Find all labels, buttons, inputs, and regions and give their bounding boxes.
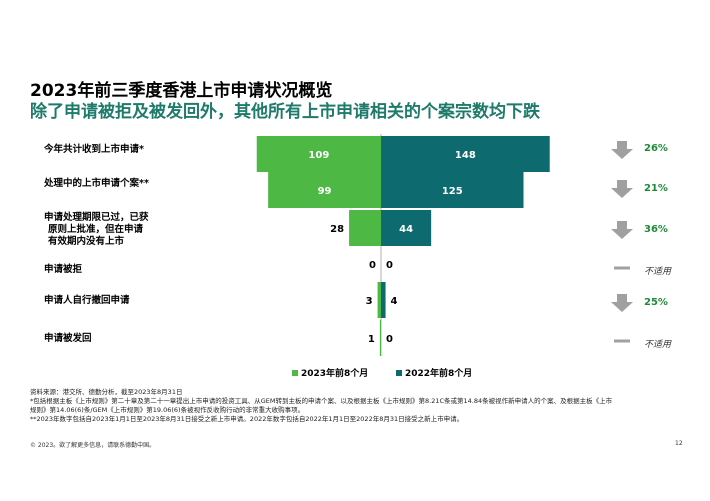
- value-label-2023-processing: 99: [318, 186, 332, 197]
- legend-label-2022: 2022年前8个月: [405, 369, 473, 379]
- category-label-lapsed-line1: 申请处理期限已过，已获: [44, 212, 149, 223]
- down-arrow-icon: [611, 294, 633, 312]
- change-value-received: 26%: [644, 143, 668, 154]
- category-label-lapsed-line3: 有效期内没有上市: [48, 236, 125, 247]
- category-label-lapsed-line2: 原则上批准，但在申请: [48, 224, 144, 235]
- down-arrow-icon: [611, 221, 633, 239]
- value-label-2022-rejected: 0: [386, 260, 393, 271]
- bar-2023-returned: [379, 320, 381, 356]
- bar-2022-received: [381, 136, 550, 172]
- category-label-rejected: 申请被拒: [44, 264, 83, 275]
- footnote-2: **2023年数字包括自2023年1月1日至2023年8月31日接受之新上市申请…: [30, 415, 464, 423]
- bar-2023-received: [256, 136, 381, 172]
- bar-2023-lapsed: [349, 210, 381, 246]
- legend-item-2022: 2022年前8个月: [396, 366, 472, 379]
- value-label-2022-returned: 0: [386, 334, 393, 345]
- category-label-received: 今年共计收到上市申请*: [44, 144, 144, 155]
- value-label-2022-processing: 125: [442, 186, 463, 197]
- value-label-2023-withdrawn: 3: [366, 296, 373, 307]
- legend-item-2023: 2023年前8个月: [292, 366, 368, 379]
- copyright: © 2023。欲了解更多信息，请联系德勤中国。: [30, 442, 156, 449]
- page-title: 2023年前三季度香港上市申请状况概览: [30, 81, 333, 101]
- page-number: 12: [675, 440, 683, 447]
- legend-swatch-2023: [292, 369, 298, 376]
- category-label-withdrawn: 申请人自行撤回申请: [44, 295, 130, 306]
- bar-2023-processing: [268, 172, 381, 208]
- value-label-2023-rejected: 0: [369, 260, 376, 271]
- bar-2023-withdrawn: [377, 282, 381, 318]
- value-label-2023-lapsed: 28: [330, 224, 344, 235]
- down-arrow-icon: [611, 141, 633, 159]
- legend-swatch-2022: [396, 369, 402, 376]
- value-label-2023-returned: 1: [368, 334, 375, 345]
- change-value-returned: 不适用: [644, 340, 672, 350]
- change-value-lapsed: 36%: [644, 224, 668, 235]
- footnote-1a: *包括根据主板《上市规则》第二十章及第二十一章提出上市申请的投资工具、从GEM转…: [30, 397, 613, 405]
- dash-icon: [614, 339, 630, 343]
- footnote-source: 资料来源：港交所、德勤分析，截至2023年8月31日: [30, 388, 183, 396]
- change-value-processing: 21%: [644, 183, 668, 194]
- dash-icon: [614, 266, 630, 270]
- value-label-2022-received: 148: [455, 150, 476, 161]
- bar-2022-withdrawn: [381, 282, 386, 318]
- category-label-returned: 申请被发回: [44, 333, 92, 344]
- change-value-withdrawn: 25%: [644, 297, 668, 308]
- down-arrow-icon: [611, 180, 633, 198]
- footnote-1b: 规则》第14.06(6)条/GEM《上市规则》第19.06(6)条被视作反收购行…: [30, 406, 305, 414]
- footnotes: 资料来源：港交所、德勤分析，截至2023年8月31日 *包括根据主板《上市规则》…: [30, 388, 690, 424]
- category-label-processing: 处理中的上市申请个案**: [44, 178, 149, 189]
- bar-2022-processing: [381, 172, 524, 208]
- value-label-2022-withdrawn: 4: [391, 296, 398, 307]
- change-value-rejected: 不适用: [644, 267, 672, 277]
- legend-label-2023: 2023年前8个月: [301, 369, 369, 379]
- value-label-2022-lapsed: 44: [399, 224, 413, 235]
- category-label-lapsed: 申请处理期限已过，已获 原则上批准，但在申请 有效期内没有上市: [44, 212, 194, 248]
- value-label-2023-received: 109: [308, 150, 329, 161]
- page-subtitle: 除了申请被拒及被发回外，其他所有上市申请相关的个案宗数均下跌: [30, 102, 540, 122]
- bar-2022-lapsed: [381, 210, 432, 246]
